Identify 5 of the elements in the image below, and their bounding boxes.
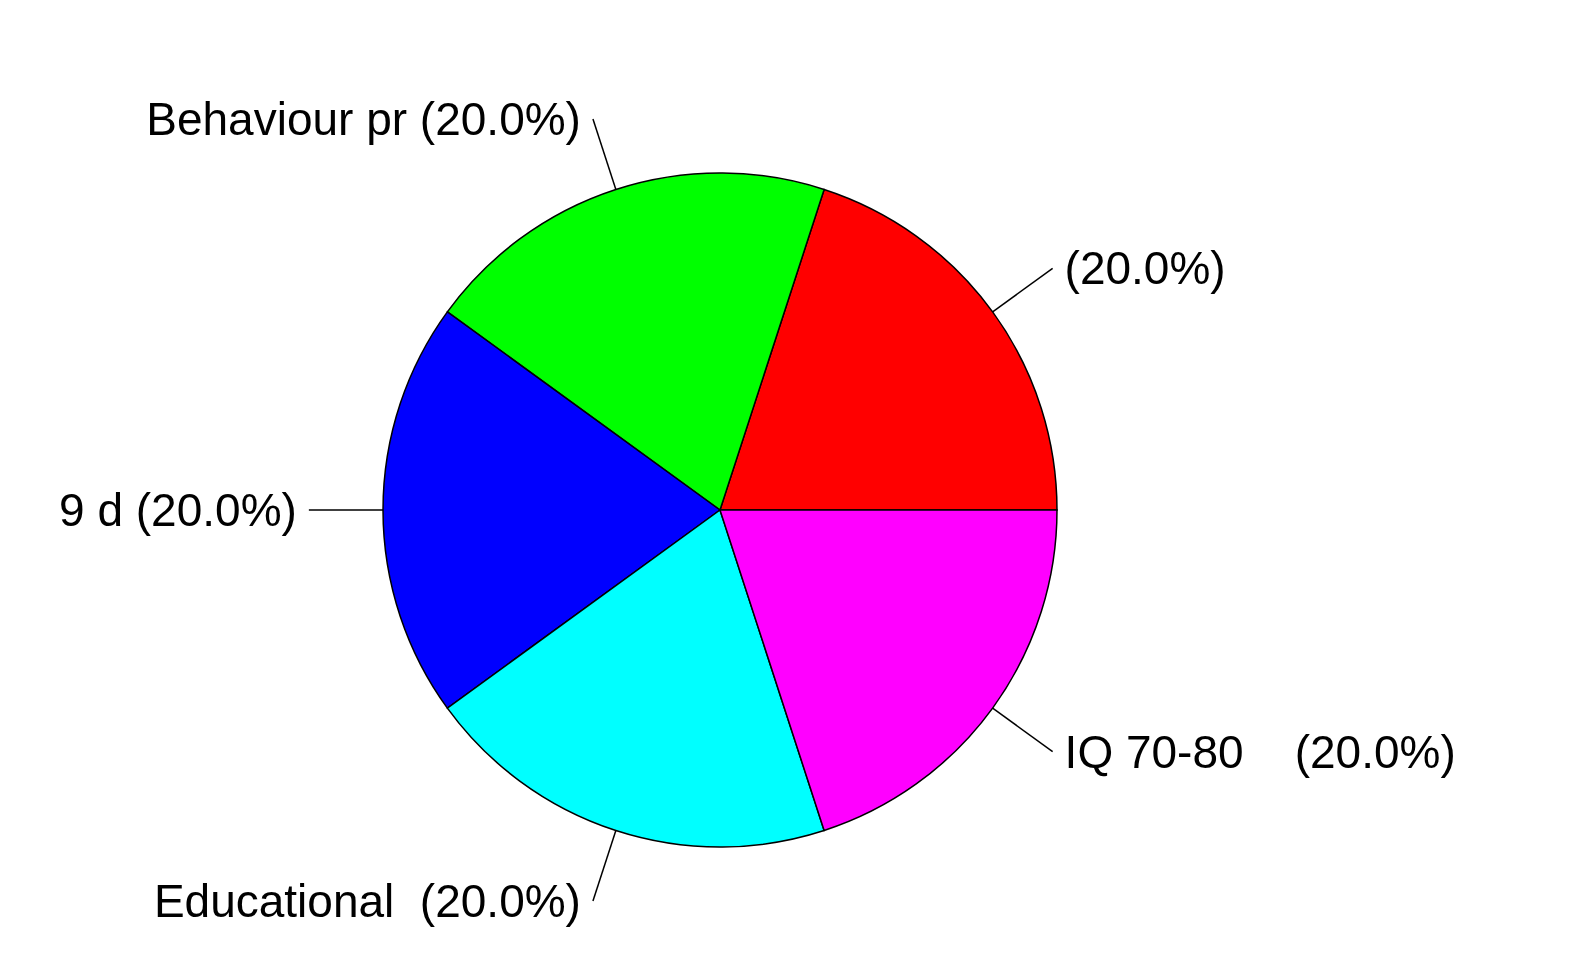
slice-label: IQ 70-80 (20.0%) (1064, 725, 1456, 778)
slice-label: 9 d (20.0%) (59, 484, 297, 536)
slice-label: (20.0%) (1064, 242, 1226, 295)
slice-label: Educational (20.0%) (153, 875, 581, 928)
slice-label: Behaviour pr (20.0%) (146, 92, 581, 145)
